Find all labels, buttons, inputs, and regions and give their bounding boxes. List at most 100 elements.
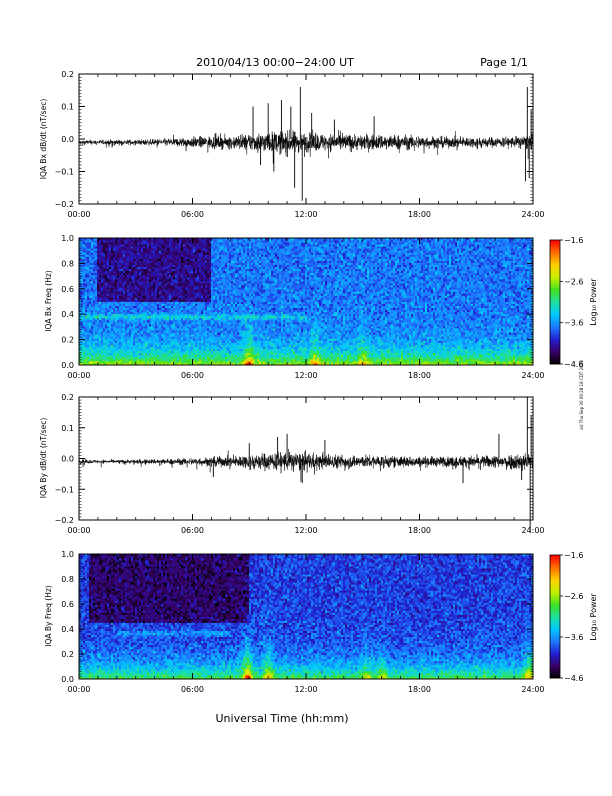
heatmap-cell — [103, 340, 105, 342]
heatmap-cell — [191, 355, 193, 357]
heatmap-cell — [405, 351, 407, 353]
heatmap-cell — [93, 326, 95, 328]
heatmap-cell — [401, 349, 403, 351]
heatmap-cell — [187, 328, 189, 330]
heatmap-cell — [197, 332, 199, 334]
heatmap-cell — [395, 342, 397, 344]
heatmap-cell — [251, 330, 253, 332]
heatmap-cell — [319, 342, 321, 344]
heatmap-cell — [245, 328, 247, 330]
heatmap-cell — [309, 338, 311, 340]
heatmap-cell — [117, 338, 119, 340]
heatmap-cell — [275, 336, 277, 338]
heatmap-cell — [259, 342, 261, 344]
heatmap-cell — [463, 349, 465, 351]
heatmap-cell — [245, 353, 247, 355]
heatmap-cell — [271, 338, 273, 340]
heatmap-cell — [371, 328, 373, 330]
heatmap-cell — [161, 349, 163, 351]
heatmap-cell — [453, 324, 455, 326]
heatmap-cell — [331, 328, 333, 330]
heatmap-cell — [443, 353, 445, 355]
heatmap-cell — [235, 336, 237, 338]
heatmap-cell — [449, 338, 451, 340]
heatmap-cell — [233, 324, 235, 326]
heatmap-cell — [87, 353, 89, 355]
heatmap-cell — [387, 338, 389, 340]
heatmap-cell — [141, 336, 143, 338]
heatmap-cell — [231, 361, 233, 363]
heatmap-cell — [201, 361, 203, 363]
heatmap-cell — [431, 330, 433, 332]
heatmap-cell — [335, 338, 337, 340]
heatmap-cell — [159, 330, 161, 332]
heatmap-cell — [525, 340, 527, 342]
heatmap-cell — [459, 326, 461, 328]
heatmap-cell — [315, 330, 317, 332]
heatmap-cell — [95, 336, 97, 338]
heatmap-cell — [105, 332, 107, 334]
heatmap-cell — [87, 351, 89, 353]
heatmap-cell — [301, 342, 303, 344]
heatmap-cell — [227, 336, 229, 338]
heatmap-cell — [225, 357, 227, 359]
heatmap-cell — [373, 361, 375, 363]
heatmap-cell — [207, 332, 209, 334]
heatmap-cell — [171, 351, 173, 353]
heatmap-cell — [135, 320, 137, 322]
heatmap-cell — [261, 330, 263, 332]
heatmap-cell — [403, 345, 405, 347]
heatmap-cell — [273, 328, 275, 330]
heatmap-cell — [425, 332, 427, 334]
heatmap-cell — [87, 332, 89, 334]
heatmap-cell — [229, 340, 231, 342]
heatmap-cell — [311, 338, 313, 340]
heatmap-cell — [411, 355, 413, 357]
heatmap-cell — [171, 345, 173, 347]
heatmap-cell — [135, 332, 137, 334]
heatmap-cell — [381, 326, 383, 328]
heatmap-cell — [127, 351, 129, 353]
heatmap-cell — [151, 340, 153, 342]
heatmap-cell — [147, 342, 149, 344]
heatmap-cell — [321, 361, 323, 363]
heatmap-cell — [321, 336, 323, 338]
heatmap-cell — [159, 345, 161, 347]
heatmap-cell — [427, 353, 429, 355]
heatmap-cell — [313, 330, 315, 332]
heatmap-cell — [305, 353, 307, 355]
heatmap-cell — [227, 351, 229, 353]
heatmap-cell — [195, 361, 197, 363]
heatmap-cell — [379, 357, 381, 359]
heatmap-cell — [121, 320, 123, 322]
heatmap-cell — [445, 355, 447, 357]
heatmap-cell — [379, 340, 381, 342]
heatmap-cell — [155, 351, 157, 353]
heatmap-cell — [169, 349, 171, 351]
heatmap-cell — [497, 340, 499, 342]
heatmap-cell — [419, 342, 421, 344]
heatmap-cell — [257, 338, 259, 340]
heatmap-cell — [283, 328, 285, 330]
heatmap-cell — [311, 332, 313, 334]
heatmap-cell — [303, 340, 305, 342]
heatmap-cell — [303, 355, 305, 357]
heatmap-cell — [249, 328, 251, 330]
heatmap-cell — [467, 328, 469, 330]
heatmap-cell — [259, 357, 261, 359]
heatmap-cell — [179, 338, 181, 340]
heatmap-cell — [185, 320, 187, 322]
heatmap-cell — [379, 328, 381, 330]
heatmap-cell — [237, 336, 239, 338]
heatmap-cell — [117, 332, 119, 334]
heatmap-cell — [149, 326, 151, 328]
heatmap-cell — [367, 361, 369, 363]
heatmap-cell — [485, 351, 487, 353]
heatmap-cell — [347, 353, 349, 355]
heatmap-cell — [267, 336, 269, 338]
heatmap-cell — [391, 332, 393, 334]
heatmap-cell — [487, 328, 489, 330]
heatmap-cell — [475, 340, 477, 342]
heatmap-cell — [299, 330, 301, 332]
heatmap-cell — [135, 351, 137, 353]
